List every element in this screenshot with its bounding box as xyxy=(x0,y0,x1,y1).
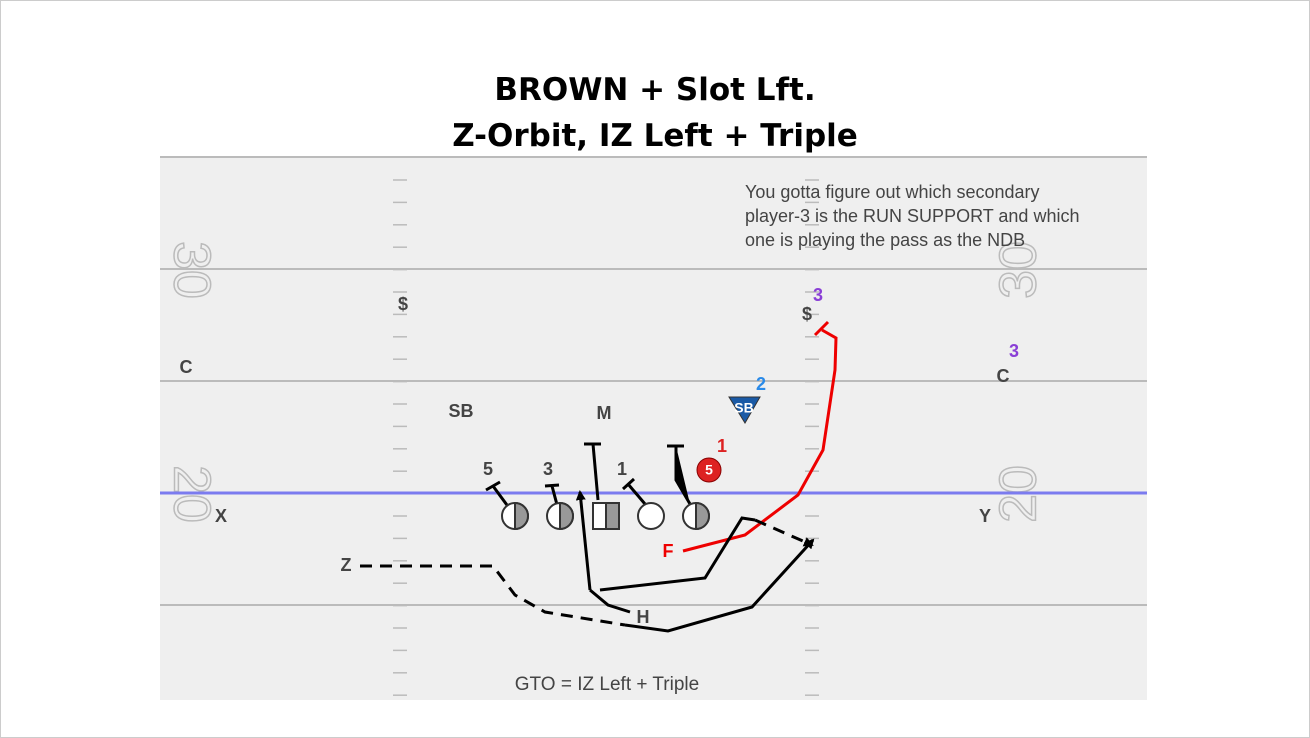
routes xyxy=(360,320,838,633)
defender-label: C xyxy=(997,366,1010,386)
offense-label: Y xyxy=(979,506,991,526)
sb-marker xyxy=(728,396,761,424)
defender-number: 2 xyxy=(756,374,766,394)
defender-5 xyxy=(696,457,722,483)
note-line: player-3 is the RUN SUPPORT and which xyxy=(745,206,1079,226)
h-path xyxy=(589,588,631,614)
defender-label: $ xyxy=(398,294,408,314)
note-line: You gotta figure out which secondary xyxy=(745,182,1040,202)
yard-number: 30 xyxy=(990,241,1048,299)
defender-number: 1 xyxy=(717,436,727,456)
line-number: 1 xyxy=(617,459,627,479)
yard-lines xyxy=(160,156,1147,606)
defender-label: SB xyxy=(734,400,753,416)
orbit-motion xyxy=(360,564,626,627)
note: You gotta figure out which secondary pla… xyxy=(745,182,1079,250)
defender-number: 3 xyxy=(1009,341,1019,361)
defender-number: 3 xyxy=(813,285,823,305)
defender-number: 5 xyxy=(705,462,713,478)
title-line: BROWN + Slot Lft. xyxy=(494,72,815,108)
offense-label: F xyxy=(663,541,674,561)
orbit-route xyxy=(624,538,815,633)
triple-path xyxy=(599,516,756,592)
defender-label: C xyxy=(180,357,193,377)
footer: GTO = IZ Left + Triple xyxy=(515,674,699,695)
defender-label: SB xyxy=(448,401,473,421)
hash-marks xyxy=(393,179,819,696)
line-number: 3 xyxy=(543,459,553,479)
offense-label: X xyxy=(215,506,227,526)
defender-label: $ xyxy=(802,304,812,324)
pitch-path xyxy=(754,518,814,547)
linemen xyxy=(501,501,710,531)
line-number: 5 xyxy=(483,459,493,479)
yard-number: 30 xyxy=(162,241,220,299)
labels: $ $ C C SB M SB 3 3 2 1 5 5 3 1 X Y Z F … xyxy=(180,285,1020,627)
field: 30 20 30 20 xyxy=(160,156,1147,700)
f-route xyxy=(682,328,838,553)
defender-label: M xyxy=(597,403,612,423)
offense-label: Z xyxy=(341,555,352,575)
offense-label: H xyxy=(637,607,650,627)
field-bg xyxy=(160,156,1147,700)
f-route-cap xyxy=(813,320,830,337)
note-line: one is playing the pass as the NDB xyxy=(745,230,1025,250)
iz-path xyxy=(575,490,592,591)
title-line: Z-Orbit, IZ Left + Triple xyxy=(452,118,858,154)
